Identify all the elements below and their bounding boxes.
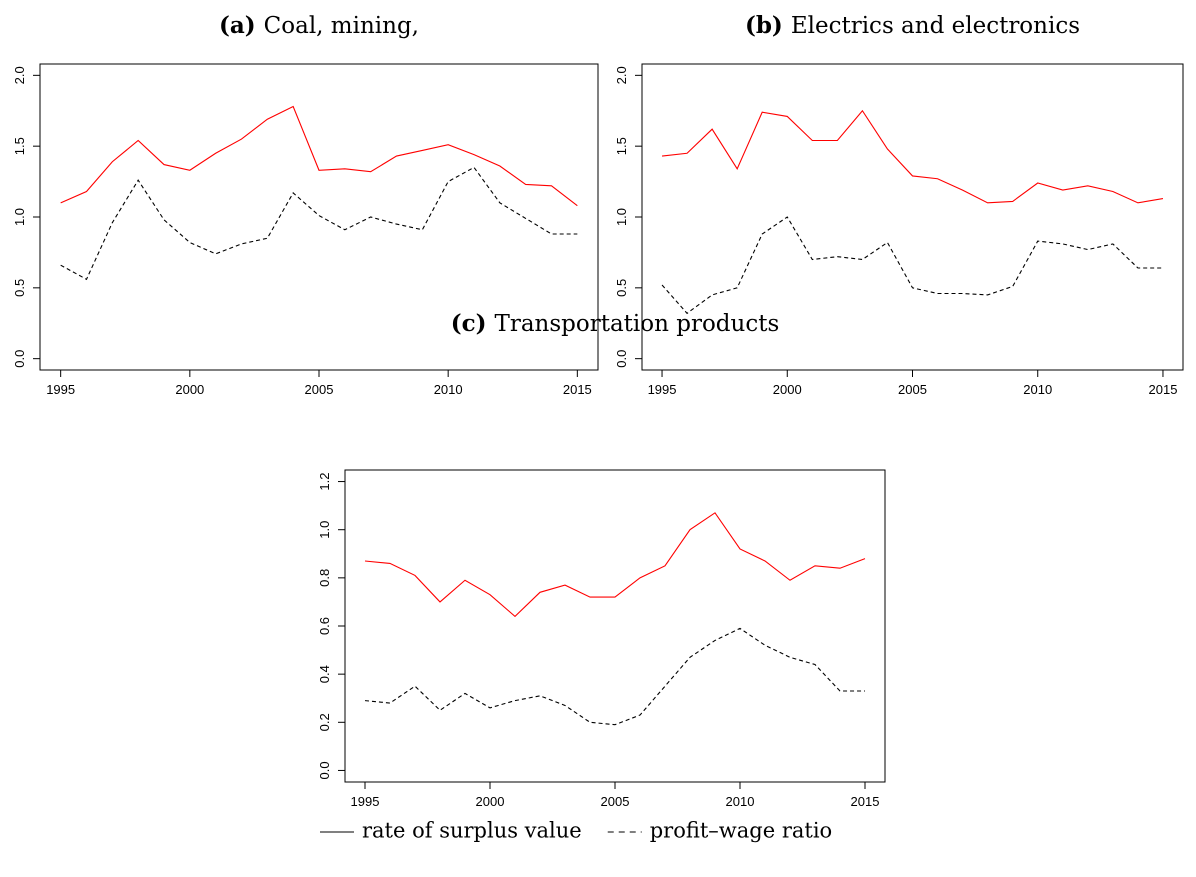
x-tick-label: 2000: [773, 382, 802, 397]
x-tick-label: 1995: [351, 794, 380, 809]
y-tick-label: 0.4: [317, 665, 332, 683]
panel: (a) Coal, mining, 1995 2000 2005 2010 2015 0.0 0…: [12, 12, 599, 397]
panel-label: (c): [451, 310, 487, 337]
panel-title-text: Electrics and electronics: [791, 13, 1080, 39]
plot-box: [344, 469, 886, 783]
series-line: [364, 512, 866, 618]
panel-title-text: Transportation products: [494, 311, 779, 337]
legend-label: rate of surplus value: [362, 819, 582, 843]
y-tick-label: 0.6: [317, 617, 332, 635]
x-tick-label: 2010: [726, 794, 755, 809]
x-tick-label: 2005: [305, 382, 334, 397]
y-tick-label: 0.8: [317, 569, 332, 587]
x-tick-label: 1995: [46, 382, 75, 397]
panel-title: (a) Coal, mining,: [219, 12, 419, 39]
y-tick-label: 1.2: [317, 473, 332, 491]
panel-title-text: Coal, mining,: [264, 13, 419, 39]
y-tick-label: 1.0: [317, 521, 332, 539]
series-line: [364, 627, 865, 726]
y-tick-label: 1.0: [12, 208, 27, 226]
x-tick-label: 2000: [175, 382, 204, 397]
panel-title: (b) Electrics and electronics: [745, 12, 1080, 39]
x-tick-label: 2010: [434, 382, 463, 397]
x-tick-label: 2000: [476, 794, 505, 809]
panel-label: (a): [219, 12, 256, 39]
x-tick-label: 2015: [851, 794, 880, 809]
x-tick-label: 2005: [601, 794, 630, 809]
y-tick-label: 1.5: [614, 137, 629, 155]
x-tick-label: 2010: [1023, 382, 1052, 397]
x-tick-label: 1995: [648, 382, 677, 397]
series-line: [60, 105, 578, 207]
y-tick-label: 0.5: [12, 279, 27, 297]
panel: (b) Electrics and electronics 1995 2000 2005…: [614, 12, 1184, 397]
panel-label: (b): [745, 12, 783, 39]
y-tick-label: 1.5: [12, 137, 27, 155]
y-tick-label: 0.0: [12, 350, 27, 368]
y-tick-label: 1.0: [614, 208, 629, 226]
y-tick-label: 2.0: [12, 66, 27, 84]
series-line: [661, 109, 1164, 204]
y-tick-label: 0.5: [614, 279, 629, 297]
x-tick-label: 2015: [1149, 382, 1178, 397]
x-tick-label: 2005: [898, 382, 927, 397]
y-tick-label: 0.2: [317, 713, 332, 731]
x-tick-label: 2015: [563, 382, 592, 397]
series-line: [60, 166, 578, 281]
panel-title: (c) Transportation products: [451, 310, 780, 337]
y-tick-label: 0.0: [317, 761, 332, 779]
legend-label: profit–wage ratio: [650, 819, 832, 843]
series-line: [661, 216, 1163, 315]
panel: (c) Transportation products 1995 2000 2005 20…: [317, 310, 886, 809]
y-tick-label: 0.0: [614, 350, 629, 368]
y-tick-label: 2.0: [614, 66, 629, 84]
legend: rate of surplus value profit–wage ratio: [320, 819, 832, 843]
